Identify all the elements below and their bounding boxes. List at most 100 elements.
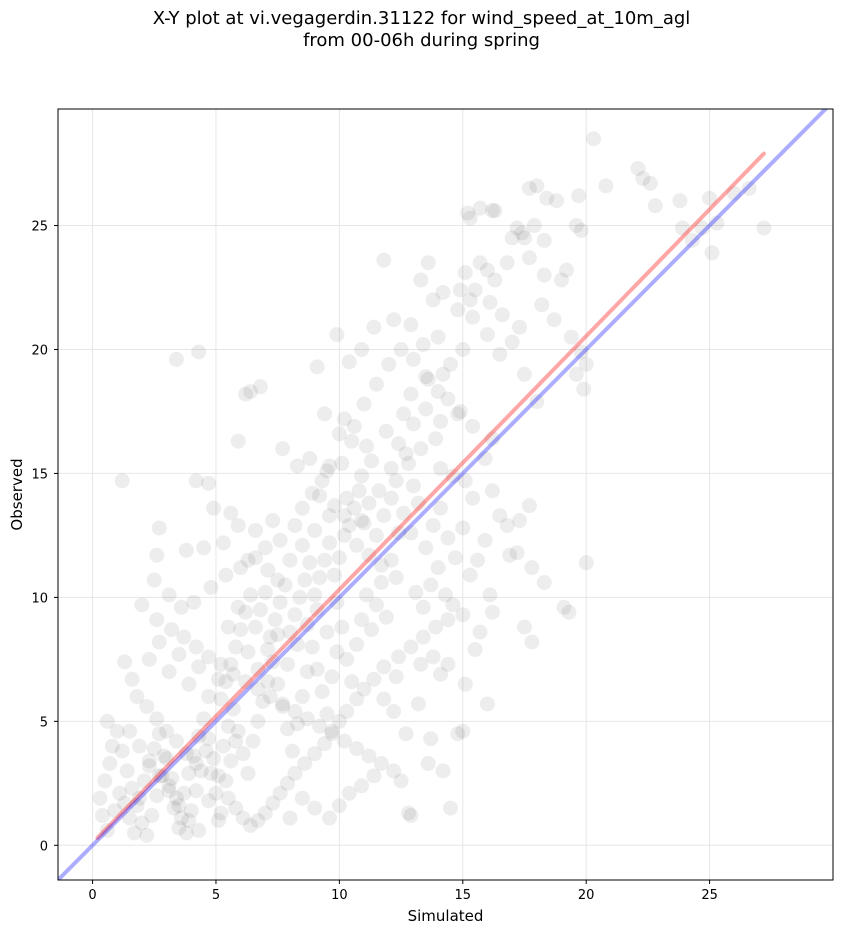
scatter-point-143: [265, 795, 281, 811]
scatter-point-171: [282, 810, 298, 826]
scatter-point-325: [368, 597, 384, 613]
scatter-point-63: [386, 312, 402, 328]
scatter-point-274: [117, 795, 133, 811]
scatter-point-388: [201, 793, 217, 809]
scatter-point-273: [112, 785, 128, 801]
scatter-point-127: [415, 629, 431, 645]
scatter-point-225: [299, 711, 315, 727]
scatter-point-149: [220, 790, 236, 806]
scatter-point-327: [378, 609, 394, 625]
scatter-point-135: [331, 713, 347, 729]
scatter-point-192: [161, 587, 177, 603]
scatter-point-377: [309, 602, 325, 618]
scatter-point-311: [299, 664, 315, 680]
scatter-point-404: [423, 577, 439, 593]
scatter-point-217: [201, 649, 217, 665]
scatter-point-384: [161, 783, 177, 799]
scatter-point-389: [210, 813, 226, 829]
scatter-point-78: [440, 391, 456, 407]
scatter-point-220: [238, 674, 254, 690]
scatter-point-107: [465, 490, 481, 506]
scatter-point-1: [462, 210, 478, 226]
scatter-point-153: [450, 726, 466, 742]
scatter-point-258: [173, 810, 189, 826]
scatter-point-438: [430, 329, 446, 345]
scatter-point-101: [363, 453, 379, 469]
scatter-point-90: [168, 351, 184, 367]
scatter-point-122: [484, 604, 500, 620]
scatter-point-190: [149, 547, 165, 563]
scatter-point-40: [479, 262, 495, 278]
scatter-point-4: [484, 203, 500, 219]
scatter-point-202: [294, 537, 310, 553]
scatter-point-342: [272, 594, 288, 610]
scatter-point-249: [129, 798, 145, 814]
scatter-point-251: [139, 827, 155, 843]
scatter-point-5: [504, 230, 520, 246]
scatter-point-145: [250, 813, 266, 829]
x-tick-label-0: 0: [88, 888, 96, 903]
scatter-point-15: [598, 178, 614, 194]
scatter-point-84: [388, 473, 404, 489]
scatter-point-361: [151, 634, 167, 650]
scatter-point-323: [359, 587, 375, 603]
scatter-point-295: [220, 718, 236, 734]
scatter-point-362: [161, 664, 177, 680]
scatter-point-3: [487, 203, 503, 219]
scatter-point-316: [324, 669, 340, 685]
scatter-point-170: [294, 790, 310, 806]
scatter-point-28: [741, 180, 757, 196]
fit-lines: [58, 109, 829, 880]
scatter-point-314: [314, 684, 330, 700]
scatter-point-61: [403, 317, 419, 333]
scatter-point-6: [509, 220, 525, 236]
scatter-point-98: [302, 451, 318, 467]
scatter-point-95: [230, 433, 246, 449]
scatter-point-281: [151, 726, 167, 742]
scatter-point-25: [702, 190, 718, 206]
scatter-point-176: [425, 649, 441, 665]
scatter-point-27: [726, 185, 742, 201]
scatter-point-159: [398, 726, 414, 742]
scatter-point-298: [235, 746, 251, 762]
scatter-point-210: [117, 654, 133, 670]
scatter-point-402: [408, 584, 424, 600]
scatter-point-174: [388, 669, 404, 685]
scatter-point-99: [319, 463, 335, 479]
scatter-point-34: [521, 250, 537, 266]
scatter-point-328: [383, 552, 399, 568]
scatter-point-329: [391, 525, 407, 541]
scatter-point-354: [331, 550, 347, 566]
scatter-point-380: [122, 723, 138, 739]
scatter-point-177: [440, 656, 456, 672]
scatter-point-243: [104, 738, 120, 754]
scatter-point-71: [346, 418, 362, 434]
scatter-point-254: [154, 768, 170, 784]
scatter-point-324: [363, 622, 379, 638]
scatter-point-73: [378, 423, 394, 439]
scatter-point-186: [215, 535, 231, 551]
scatter-point-144: [257, 805, 273, 821]
scatter-point-241: [97, 773, 113, 789]
scatter-point-167: [331, 798, 347, 814]
scatter-point-139: [297, 755, 313, 771]
scatter-point-11: [571, 188, 587, 204]
scatter-point-214: [164, 622, 180, 638]
scatter-point-62: [415, 337, 431, 353]
scatter-point-375: [289, 636, 305, 652]
scatter-point-230: [361, 748, 377, 764]
scatter-point-400: [470, 552, 486, 568]
scatter-point-365: [191, 659, 207, 675]
scatter-point-322: [354, 612, 370, 628]
scatter-point-195: [203, 579, 219, 595]
scatter-point-115: [524, 560, 540, 576]
scatter-point-36: [554, 272, 570, 288]
scatter-point-30: [521, 180, 537, 196]
scatter-point-333: [228, 639, 244, 655]
scatter-point-373: [270, 627, 286, 643]
scatter-point-369: [230, 599, 246, 615]
scatter-point-448: [465, 418, 481, 434]
scatter-point-286: [176, 785, 192, 801]
scatter-point-43: [452, 282, 468, 298]
scatter-point-211: [124, 671, 140, 687]
